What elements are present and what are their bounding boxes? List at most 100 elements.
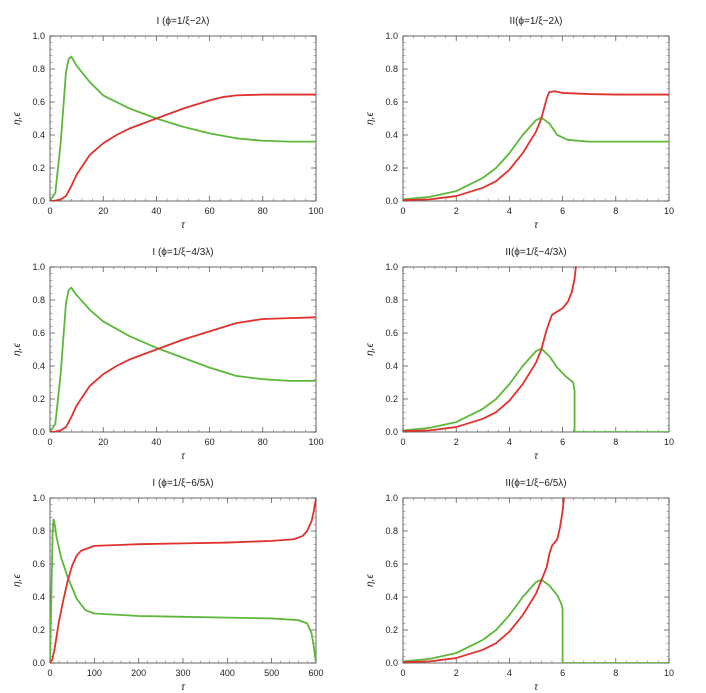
chart-5-ytick-label: 0.2 <box>32 625 45 635</box>
chart-1-frame <box>49 35 317 202</box>
chart-2-xtick-label: 2 <box>454 206 459 216</box>
chart-2-ytick-label: 0.2 <box>385 163 398 173</box>
chart-5-frame <box>49 497 317 664</box>
chart-3-title: I (ϕ=1/ξ−4/3λ) <box>152 247 213 258</box>
chart-4-minor-ticks <box>403 267 669 432</box>
chart-3-ytick-label: 0.6 <box>32 328 45 338</box>
chart-1-xtick-label: 100 <box>308 206 323 216</box>
chart-2-title: II(ϕ=1/ξ−2λ) <box>510 16 563 27</box>
chart-1-xtick-label: 0 <box>47 206 52 216</box>
chart-3-xtick-label: 80 <box>258 437 268 447</box>
chart-1-minor-ticks <box>50 36 316 201</box>
chart-3-xtick-label: 0 <box>47 437 52 447</box>
chart-6-xtick-label: 8 <box>613 668 618 678</box>
chart-2-xtick-label: 8 <box>613 206 618 216</box>
chart-4-ytick-label: 0.4 <box>385 361 398 371</box>
chart-4-ytick-label: 0.2 <box>385 394 398 404</box>
chart-panel-3: I (ϕ=1/ξ−4/3λ) 0 20 40 60 80 100 0.0 0.2 0.4 0.6 0.… <box>0 231 353 462</box>
chart-1-title: I (ϕ=1/ξ−2λ) <box>157 16 210 27</box>
chart-4-series-red <box>403 266 577 432</box>
chart-3-ytick-label: 0.8 <box>32 295 45 305</box>
chart-6-ytick-label: 0.4 <box>385 592 398 602</box>
chart-3-xtick-label: 60 <box>205 437 215 447</box>
chart-3-ytick-label: 0.2 <box>32 394 45 404</box>
chart-5-xtick-label: 400 <box>220 668 235 678</box>
chart-1-series-green <box>50 55 316 201</box>
chart-6-title: II(ϕ=1/ξ−6/5λ) <box>505 478 566 489</box>
chart-3-series-red <box>50 316 316 432</box>
chart-4-ylabel: η,ϵ <box>365 343 376 356</box>
chart-1-xlabel: τ <box>181 220 186 231</box>
chart-5-ylabel: η,ϵ <box>12 574 23 587</box>
chart-6-xtick-label: 10 <box>664 668 674 678</box>
chart-2-minor-ticks <box>403 36 669 201</box>
chart-3-ytick-label: 1.0 <box>32 262 45 272</box>
chart-5-ytick-label: 0.4 <box>32 592 45 602</box>
chart-5-ytick-label: 0.6 <box>32 559 45 569</box>
chart-3-ytick-label: 0.4 <box>32 361 45 371</box>
chart-1-xtick-label: 60 <box>205 206 215 216</box>
chart-4-title: II(ϕ=1/ξ−4/3λ) <box>505 247 566 258</box>
chart-5-title: I (ϕ=1/ξ−6/5λ) <box>152 478 213 489</box>
chart-2-frame <box>402 35 670 202</box>
chart-4-ytick-label: 0.8 <box>385 295 398 305</box>
chart-1-ytick-label: 0.4 <box>32 130 45 140</box>
chart-4-xlabel: τ <box>534 451 539 462</box>
chart-3-series-green <box>50 286 316 432</box>
chart-5-xlabel: τ <box>181 682 186 693</box>
chart-1-xtick-label: 40 <box>151 206 161 216</box>
chart-1-svg: I (ϕ=1/ξ−2λ) 0 20 40 60 80 100 0.0 0.2 0.4 0.6 0.8 1… <box>12 16 324 231</box>
chart-4-xtick-label: 8 <box>613 437 618 447</box>
chart-1-ytick-label: 0.0 <box>32 196 45 206</box>
chart-1-xtick-label: 80 <box>258 206 268 216</box>
chart-1-ytick-label: 0.2 <box>32 163 45 173</box>
chart-3-xlabel: τ <box>181 451 186 462</box>
chart-6-ytick-label: 0.2 <box>385 625 398 635</box>
chart-4-xtick-label: 4 <box>507 437 512 447</box>
chart-2-series-red <box>403 90 669 201</box>
chart-4-svg: II(ϕ=1/ξ−4/3λ) 0 2 4 6 8 10 0.0 0.2 0.4 0.6 0.8 1.0 τ… <box>365 247 674 462</box>
chart-panel-5: I (ϕ=1/ξ−6/5λ) 0 100 200 300 400 500 600 0.0 0.2 0… <box>0 462 353 693</box>
chart-2-ylabel: η,ϵ <box>365 112 376 125</box>
chart-3-ylabel: η,ϵ <box>12 343 23 356</box>
chart-6-xlabel: τ <box>534 682 539 693</box>
chart-6-minor-ticks <box>403 498 669 663</box>
chart-4-series-green <box>403 347 669 432</box>
chart-6-xtick-label: 4 <box>507 668 512 678</box>
chart-6-ytick-label: 0.6 <box>385 559 398 569</box>
chart-1-ylabel: η,ϵ <box>12 112 23 125</box>
chart-3-xtick-label: 40 <box>151 437 161 447</box>
chart-2-series-green <box>403 116 669 201</box>
chart-3-xtick-label: 20 <box>98 437 108 447</box>
chart-3-ytick-label: 0.0 <box>32 427 45 437</box>
chart-2-xlabel: τ <box>534 220 539 231</box>
chart-1-series-red <box>50 93 316 201</box>
chart-1-ytick-label: 0.6 <box>32 97 45 107</box>
chart-panel-4: II(ϕ=1/ξ−4/3λ) 0 2 4 6 8 10 0.0 0.2 0.4 0.6 0.8 1.0 τ… <box>353 231 706 462</box>
chart-2-ytick-label: 0.4 <box>385 130 398 140</box>
chart-1-ytick-label: 1.0 <box>32 31 45 41</box>
chart-2-ytick-label: 1.0 <box>385 31 398 41</box>
chart-3-minor-ticks <box>50 267 316 432</box>
chart-panel-6: II(ϕ=1/ξ−6/5λ) 0 2 4 6 8 10 0.0 0.2 0.4 0.6 0.8 1.0 τ… <box>353 462 706 693</box>
chart-5-xtick-label: 500 <box>264 668 279 678</box>
chart-5-svg: I (ϕ=1/ξ−6/5λ) 0 100 200 300 400 500 600 0.0 0.2 0… <box>12 478 324 693</box>
chart-panel-1: I (ϕ=1/ξ−2λ) 0 20 40 60 80 100 0.0 0.2 0.4 0.6 0.8 1… <box>0 0 353 231</box>
chart-2-ytick-label: 0.8 <box>385 64 398 74</box>
chart-5-ytick-label: 1.0 <box>32 493 45 503</box>
chart-4-ytick-label: 0.6 <box>385 328 398 338</box>
chart-1-ytick-label: 0.8 <box>32 64 45 74</box>
chart-6-ylabel: η,ϵ <box>365 574 376 587</box>
chart-2-xtick-label: 0 <box>400 206 405 216</box>
chart-5-series-green <box>50 518 316 663</box>
chart-6-series-red <box>403 497 565 663</box>
chart-6-ytick-label: 1.0 <box>385 493 398 503</box>
chart-1-xtick-label: 20 <box>98 206 108 216</box>
chart-2-ytick-label: 0.0 <box>385 196 398 206</box>
chart-panel-2: II(ϕ=1/ξ−2λ) 0 2 4 6 8 10 0.0 0.2 0.4 0.6 0.8 1.0 τ η,… <box>353 0 706 231</box>
chart-4-xtick-label: 0 <box>400 437 405 447</box>
chart-6-svg: II(ϕ=1/ξ−6/5λ) 0 2 4 6 8 10 0.0 0.2 0.4 0.6 0.8 1.0 τ… <box>365 478 674 693</box>
chart-6-xtick-label: 2 <box>454 668 459 678</box>
chart-6-ytick-label: 0.8 <box>385 526 398 536</box>
